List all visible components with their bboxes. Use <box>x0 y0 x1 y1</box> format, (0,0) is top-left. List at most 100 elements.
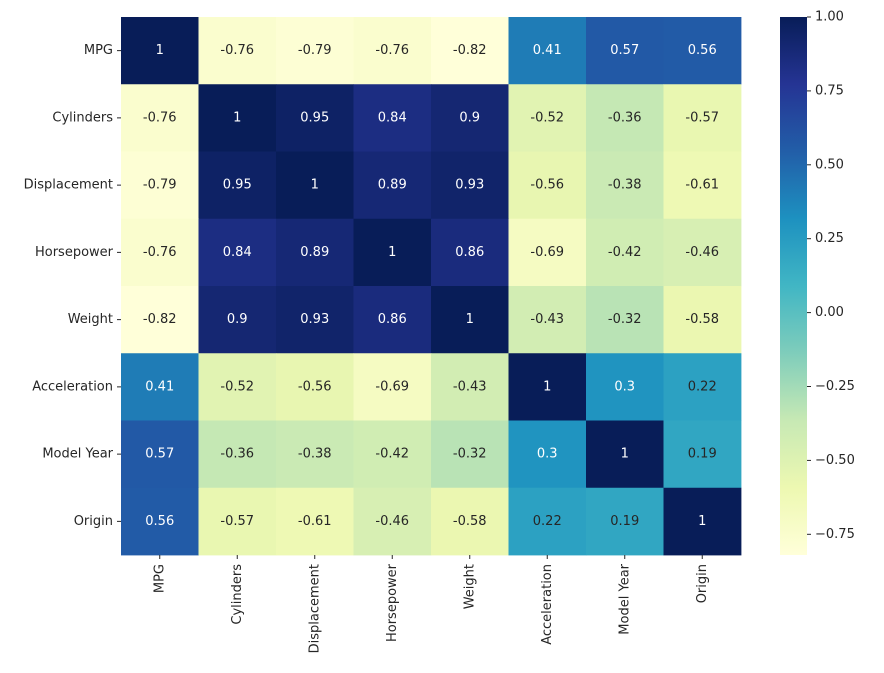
heatmap-cell <box>353 17 432 85</box>
cell-value-label: -0.58 <box>453 514 487 529</box>
heatmap-cell <box>121 151 199 220</box>
heatmap-cell <box>663 286 742 354</box>
cell-value-label: -0.42 <box>375 447 409 462</box>
x-tick-label: Origin <box>695 564 710 603</box>
heatmap-annotations: 1 -0.76 -0.79 -0.76 -0.82 0.41 0.57 0.56 -0.76 1 0… <box>143 43 719 529</box>
cell-value-label: -0.52 <box>220 379 254 394</box>
heatmap-cell <box>431 218 509 287</box>
cell-value-label: -0.36 <box>608 110 642 125</box>
cell-value-label: 1 <box>233 110 241 125</box>
cell-value-label: -0.38 <box>298 447 332 462</box>
y-axis: MPG Cylinders Displacement Horsepower Weight… <box>24 43 121 529</box>
x-tick-label: Horsepower <box>385 563 400 642</box>
heatmap-cell <box>586 420 664 489</box>
cell-value-label: 0.89 <box>300 245 329 260</box>
heatmap-cell <box>586 286 664 354</box>
heatmap-cell <box>353 487 432 556</box>
cell-value-label: -0.79 <box>143 178 177 193</box>
heatmap-cell <box>663 151 742 220</box>
heatmap-cell <box>121 218 199 287</box>
heatmap-cell <box>353 218 432 287</box>
heatmap-cell <box>663 487 742 556</box>
heatmap-cell <box>121 353 199 421</box>
colorbar-tick-label: 0.00 <box>815 305 844 320</box>
cell-value-label: -0.56 <box>530 178 564 193</box>
colorbar-tick-label: 0.25 <box>815 231 844 246</box>
x-tick-label: Cylinders <box>230 564 245 625</box>
cell-value-label: 1 <box>543 379 551 394</box>
colorbar-tick-label: 0.75 <box>815 83 844 98</box>
cell-value-label: 1 <box>311 178 319 193</box>
cell-value-label: -0.61 <box>685 178 719 193</box>
cell-value-label: -0.32 <box>608 312 642 327</box>
heatmap-cell <box>198 420 277 489</box>
heatmap-cell <box>663 420 742 489</box>
heatmap-cell <box>508 218 587 287</box>
cell-value-label: 0.93 <box>455 178 484 193</box>
heatmap-cell <box>508 353 587 421</box>
heatmap-cell <box>663 17 742 85</box>
cell-value-label: 0.57 <box>610 43 639 58</box>
cell-value-label: -0.82 <box>453 43 487 58</box>
cell-value-label: 0.57 <box>145 447 174 462</box>
heatmap-cell <box>586 151 664 220</box>
cell-value-label: -0.61 <box>298 514 332 529</box>
colorbar: 1.00 0.75 0.50 0.25 0.00 −0.25 −0.50 −0.75 <box>780 10 855 555</box>
heatmap-cell <box>586 218 664 287</box>
heatmap-cell <box>121 17 199 85</box>
heatmap-cell <box>276 286 354 354</box>
heatmap-cell <box>198 84 277 152</box>
heatmap-cell <box>431 84 509 152</box>
cell-value-label: -0.43 <box>453 379 487 394</box>
cell-value-label: -0.32 <box>453 447 487 462</box>
heatmap-cell <box>431 353 509 421</box>
heatmap-cell <box>276 218 354 287</box>
heatmap-cell <box>276 487 354 556</box>
heatmap-cell <box>276 84 354 152</box>
heatmap-cell <box>508 286 587 354</box>
cell-value-label: -0.57 <box>685 110 719 125</box>
heatmap-cell <box>353 420 432 489</box>
x-tick-label: Acceleration <box>540 564 555 645</box>
cell-value-label: 0.56 <box>145 514 174 529</box>
y-tick-label: Model Year <box>42 447 113 462</box>
heatmap-cell <box>508 17 587 85</box>
cell-value-label: -0.57 <box>220 514 254 529</box>
y-tick-label: Cylinders <box>52 110 113 125</box>
x-tick-label: Model Year <box>617 563 632 634</box>
cell-value-label: -0.69 <box>530 245 564 260</box>
colorbar-tick-label: 1.00 <box>815 10 844 25</box>
x-axis: MPG Cylinders Displacement Horsepower Weight… <box>152 555 710 653</box>
heatmap-cell <box>121 286 199 354</box>
cell-value-label: -0.76 <box>143 110 177 125</box>
heatmap-cell <box>276 420 354 489</box>
heatmap-cell <box>198 487 277 556</box>
cell-value-label: -0.42 <box>608 245 642 260</box>
cell-value-label: 1 <box>156 43 164 58</box>
heatmap-cell <box>198 218 277 287</box>
cell-value-label: 0.3 <box>537 447 558 462</box>
heatmap-cell <box>121 420 199 489</box>
heatmap-cell <box>431 420 509 489</box>
cell-value-label: -0.79 <box>298 43 332 58</box>
colorbar-gradient <box>780 17 807 555</box>
y-tick-label: Acceleration <box>32 379 113 394</box>
cell-value-label: -0.76 <box>375 43 409 58</box>
heatmap-cell <box>586 487 664 556</box>
heatmap-cell <box>276 353 354 421</box>
cell-value-label: 0.22 <box>533 514 562 529</box>
colorbar-tick-label: −0.75 <box>815 527 855 542</box>
heatmap-cell <box>198 17 277 85</box>
cell-value-label: -0.43 <box>530 312 564 327</box>
colorbar-tick-label: −0.50 <box>815 453 855 468</box>
heatmap-cell <box>431 286 509 354</box>
cell-value-label: 0.22 <box>688 379 717 394</box>
cell-value-label: 0.19 <box>610 514 639 529</box>
heatmap-cell <box>431 17 509 85</box>
cell-value-label: -0.56 <box>298 379 332 394</box>
y-tick-label: Displacement <box>24 178 113 193</box>
cell-value-label: 0.95 <box>300 110 329 125</box>
y-tick-label: Horsepower <box>35 245 114 260</box>
heatmap-cell <box>508 151 587 220</box>
